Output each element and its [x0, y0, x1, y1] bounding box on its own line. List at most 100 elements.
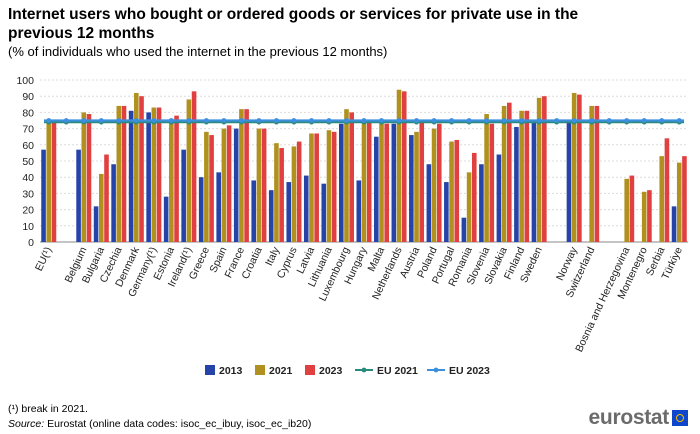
- y-tick-label: 0: [28, 237, 34, 249]
- chart-title: Internet users who bought or ordered goo…: [8, 6, 579, 42]
- bar-2021: [274, 143, 279, 242]
- eu-point: [116, 118, 122, 123]
- y-tick-label: 60: [22, 140, 34, 152]
- eu-point: [344, 118, 349, 123]
- bar-2021: [589, 105, 594, 242]
- bar-2013: [356, 180, 362, 242]
- footnote: (¹) break in 2021.: [8, 403, 88, 415]
- legend-swatch-icon: [255, 365, 265, 375]
- legend-label: EU 2021: [377, 365, 418, 377]
- bar-2013: [426, 164, 432, 242]
- eu-point: [606, 118, 612, 123]
- y-tick-label: 50: [22, 156, 34, 168]
- bar-2023: [191, 91, 197, 242]
- bar-2021: [186, 99, 192, 242]
- bar-2013: [409, 135, 414, 242]
- legend-label: 2021: [269, 365, 293, 377]
- eu-point: [589, 118, 595, 123]
- bar-2023: [401, 91, 407, 242]
- logo-mark-icon: [672, 410, 688, 426]
- bar-2013: [321, 183, 327, 242]
- bar-2021: [46, 122, 52, 242]
- bar-2021: [98, 173, 104, 242]
- bar-2013: [128, 110, 134, 242]
- bar-2021: [641, 191, 647, 242]
- bar-2021: [344, 109, 349, 242]
- bar-2021: [396, 89, 402, 242]
- bar-2023: [296, 141, 302, 242]
- eu-point: [256, 118, 262, 123]
- legend-label: EU 2023: [449, 365, 490, 377]
- eu-point: [641, 118, 647, 123]
- chart-canvas: 0 10 20 30 40 50 60 70 80 90 100 EU(¹) BelgiumBulga…: [16, 75, 688, 377]
- bar-2023: [647, 190, 652, 242]
- bar-2023: [244, 109, 249, 242]
- eu-point: [676, 118, 682, 123]
- eu-point: [414, 118, 419, 123]
- bar-2023: [594, 105, 600, 242]
- legend-label: 2023: [319, 365, 343, 377]
- bar-2013: [41, 149, 46, 242]
- logo-text: eurostat: [588, 406, 670, 429]
- eu-point: [98, 118, 104, 123]
- bar-2013: [461, 217, 467, 242]
- bar-2013: [93, 206, 99, 242]
- eu-point: [81, 118, 87, 123]
- y-tick-label: 10: [22, 221, 34, 233]
- bar-2023: [104, 154, 109, 242]
- source-label: Source:: [8, 418, 45, 430]
- source-note: Source: Eurostat (online data codes: iso…: [8, 418, 311, 430]
- chart-subtitle: (% of individuals who used the internet …: [8, 44, 388, 59]
- bar-2021: [449, 141, 454, 242]
- bar-2023: [454, 139, 460, 242]
- bar-2023: [331, 131, 337, 242]
- y-tick-label: 80: [22, 107, 34, 119]
- eu-point: [63, 118, 69, 123]
- y-tick-label: 30: [22, 188, 34, 200]
- bar-2013: [233, 128, 239, 242]
- bar-2013: [671, 206, 677, 242]
- bar-2021: [659, 156, 665, 242]
- bar-2013: [216, 172, 221, 242]
- eu-point: [203, 118, 209, 123]
- eu-point: [536, 118, 542, 123]
- eu-point: [309, 118, 314, 123]
- eu-point: [221, 118, 227, 123]
- bar-2023: [384, 123, 390, 242]
- bar-2013: [514, 126, 519, 242]
- bar-2023: [471, 152, 477, 242]
- bar-2023: [279, 148, 284, 242]
- eu-point: [168, 118, 174, 123]
- eu-point: [379, 118, 384, 123]
- bar-2023: [419, 120, 425, 242]
- eu-point: [484, 118, 489, 123]
- bar-2023: [349, 112, 354, 243]
- eu-point: [274, 118, 279, 123]
- eu-point: [659, 118, 665, 123]
- legend-item: EU 2021: [355, 365, 418, 377]
- eu-point: [624, 118, 630, 123]
- eu-point: [554, 118, 560, 123]
- bar-2021: [291, 146, 297, 242]
- bar-2013: [163, 196, 169, 242]
- bar-2021: [151, 107, 157, 242]
- eu-point: [46, 118, 52, 123]
- legend-swatch-icon: [205, 365, 215, 375]
- eu-point: [449, 118, 454, 123]
- eu-point: [151, 118, 157, 123]
- bar-2021: [361, 122, 367, 242]
- bar-2023: [507, 102, 512, 243]
- bar-2023: [314, 133, 319, 242]
- legend-marker-icon: [433, 367, 439, 373]
- y-tick-label: 70: [22, 124, 34, 136]
- bar-2021: [484, 114, 489, 242]
- eu-point: [291, 118, 297, 123]
- eu-point: [326, 118, 332, 123]
- eu-point: [186, 118, 192, 123]
- eurostat-logo[interactable]: eurostat: [589, 406, 688, 430]
- bar-2013: [286, 182, 292, 242]
- bar-2021: [414, 131, 419, 242]
- bar-2013: [391, 123, 397, 242]
- y-axis-ticks: 0 10 20 30 40 50 60 70 80 90 100: [16, 75, 34, 249]
- eu-average-lines: [44, 118, 684, 125]
